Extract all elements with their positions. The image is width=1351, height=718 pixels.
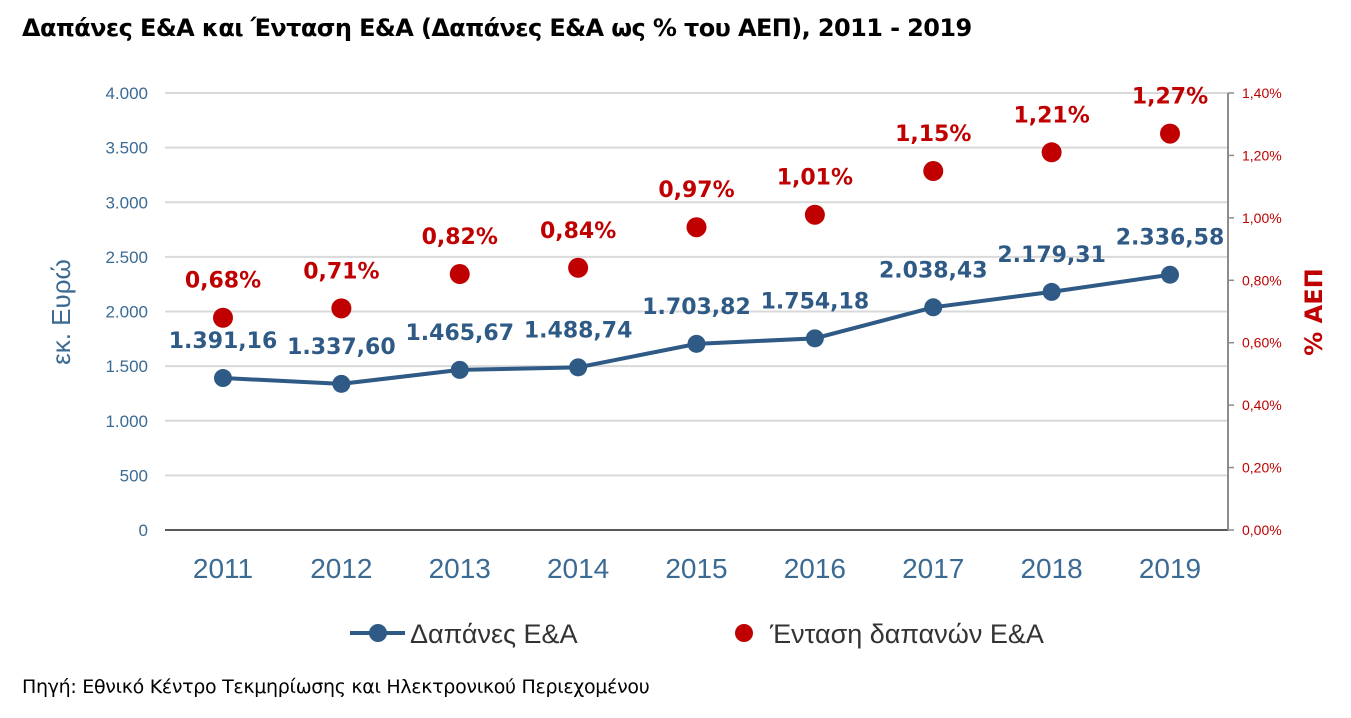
y-tick-label: 1.000 (105, 412, 148, 431)
chart-source: Πηγή: Εθνικό Κέντρο Τεκμηρίωσης και Ηλεκ… (22, 676, 650, 698)
data-point-entasi (1160, 123, 1180, 144)
legend-label: Δαπάνες Ε&Α (410, 619, 578, 649)
data-label-entasi: 1,15% (895, 122, 971, 147)
y2-axis-label: % ΑΕΠ (1300, 268, 1328, 355)
legend-marker-icon (735, 624, 753, 642)
data-label-dapanes: 1.703,82 (642, 295, 751, 320)
data-label-dapanes: 1.337,60 (287, 335, 396, 360)
data-point-entasi (449, 264, 470, 285)
data-point-dapanes (450, 360, 469, 379)
y2-tick-label: 0,40% (1242, 397, 1282, 413)
data-label-dapanes: 1.391,16 (169, 329, 278, 354)
data-point-dapanes (924, 298, 943, 317)
data-point-entasi (213, 307, 233, 328)
x-tick-label: 2014 (547, 553, 609, 584)
data-label-dapanes: 1.754,18 (761, 289, 870, 314)
data-label-entasi: 0,68% (185, 269, 261, 294)
y2-tick-label: 1,00% (1242, 210, 1282, 226)
y2-tick-label: 0,20% (1242, 460, 1282, 476)
x-tick-label: 2015 (665, 553, 727, 584)
data-point-dapanes (805, 329, 824, 348)
data-label-dapanes: 1.488,74 (524, 318, 633, 343)
legend-marker-icon (369, 624, 387, 642)
data-label-entasi: 1,27% (1132, 85, 1208, 110)
data-point-dapanes (569, 358, 588, 377)
data-label-entasi: 0,71% (303, 259, 379, 284)
data-point-dapanes (1042, 282, 1061, 301)
y-tick-label: 500 (120, 466, 148, 485)
data-label-dapanes: 1.465,67 (405, 321, 514, 346)
chart-title: Δαπάνες Ε&Α και Ένταση Ε&Α (Δαπάνες Ε&Α … (22, 14, 972, 42)
data-label-dapanes: 2.038,43 (879, 258, 988, 283)
data-label-dapanes: 2.179,31 (997, 243, 1106, 268)
data-point-entasi (568, 257, 589, 278)
data-point-entasi (1041, 142, 1062, 163)
y-axis-label: εκ. Ευρώ (46, 259, 76, 365)
data-label-entasi: 1,21% (1013, 103, 1089, 128)
data-point-entasi (923, 161, 944, 182)
y-tick-label: 2.500 (105, 248, 148, 267)
data-point-dapanes (687, 334, 706, 353)
data-point-entasi (686, 217, 707, 238)
data-label-entasi: 0,82% (422, 225, 498, 250)
data-point-dapanes (1161, 265, 1179, 284)
series-line-dapanes (222, 272, 1171, 386)
data-label-entasi: 0,97% (658, 178, 734, 203)
x-tick-label: 2013 (429, 553, 491, 584)
data-point-dapanes (332, 374, 351, 393)
data-label-entasi: 1,01% (777, 166, 853, 191)
y2-tick-label: 0,60% (1242, 335, 1282, 351)
data-point-entasi (331, 298, 352, 319)
x-tick-label: 2018 (1020, 553, 1082, 584)
x-tick-label: 2011 (193, 553, 253, 584)
y-tick-label: 0 (139, 521, 148, 540)
data-label-dapanes: 2.336,58 (1116, 226, 1225, 251)
x-tick-label: 2017 (902, 553, 964, 584)
y-tick-label: 3.000 (105, 193, 148, 212)
y-tick-label: 3.500 (105, 139, 148, 158)
data-point-entasi (804, 204, 825, 225)
x-tick-label: 2019 (1139, 553, 1201, 584)
y2-tick-label: 0,00% (1242, 522, 1282, 538)
y2-tick-label: 1,20% (1242, 147, 1282, 163)
y-tick-label: 4.000 (105, 84, 148, 103)
data-point-dapanes (214, 369, 232, 388)
data-label-entasi: 0,84% (540, 219, 616, 244)
y-tick-label: 1.500 (105, 357, 148, 376)
x-tick-label: 2012 (310, 553, 372, 584)
y2-tick-label: 0,80% (1242, 272, 1282, 288)
legend-label: Ένταση δαπανών Ε&Α (769, 619, 1044, 649)
y2-tick-label: 1,40% (1242, 85, 1282, 101)
y-tick-label: 2.000 (105, 303, 148, 322)
x-tick-label: 2016 (784, 553, 846, 584)
